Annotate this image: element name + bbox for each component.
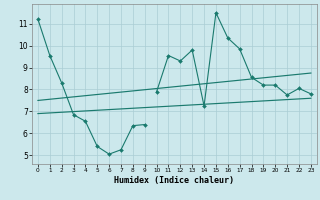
X-axis label: Humidex (Indice chaleur): Humidex (Indice chaleur) [115,176,234,185]
